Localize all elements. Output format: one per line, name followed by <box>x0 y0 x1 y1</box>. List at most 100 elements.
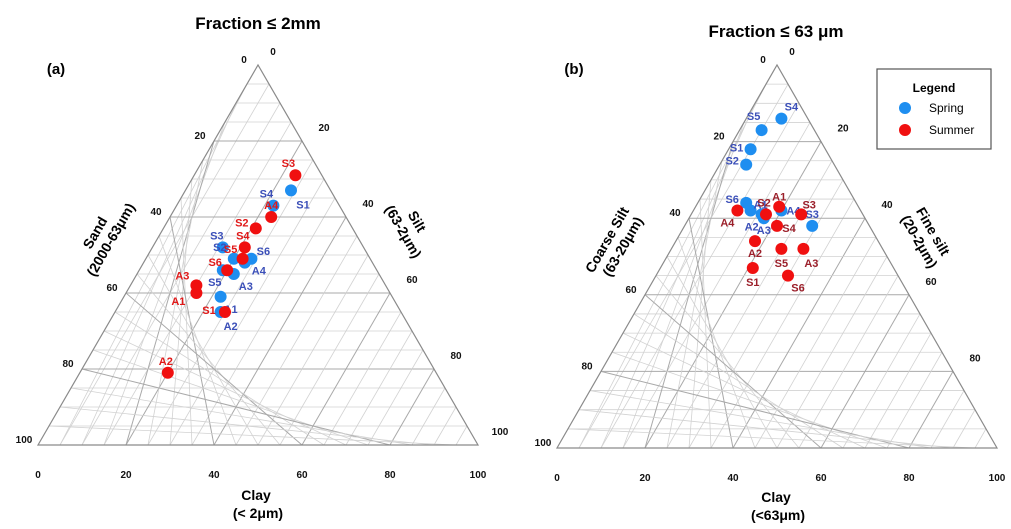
left-tick-label: 40 <box>150 207 162 218</box>
grid-line <box>70 387 413 446</box>
grid-line <box>666 160 833 449</box>
data-point-spring <box>755 124 768 137</box>
data-point-label: S2 <box>757 197 770 209</box>
triangle-frame <box>36 63 480 446</box>
data-point-label: A1 <box>754 200 768 212</box>
data-point-summer <box>771 219 783 232</box>
grid-line <box>633 313 844 449</box>
data-point-summer <box>749 235 761 248</box>
data-point-label: S4 <box>782 223 796 235</box>
data-point-label: S3 <box>802 199 815 211</box>
legend-box: Legend Spring Summer <box>876 68 992 150</box>
bottom-tick-label: 40 <box>727 473 739 484</box>
grid-line <box>411 387 446 446</box>
panel-b-title: Fraction ≤ 63 μm <box>709 22 844 41</box>
data-point-label: S1 <box>296 199 309 211</box>
data-point-summer <box>190 287 203 299</box>
data-point-label: S2 <box>235 217 248 229</box>
grid-line <box>147 254 259 446</box>
left-tick-label: 100 <box>535 438 552 449</box>
panel-b-label: (b) <box>564 61 583 78</box>
grid-line <box>367 349 424 446</box>
grid-line <box>455 425 468 446</box>
panel-a-right-axis-title: Silt (63-2μm) <box>382 194 440 261</box>
left-tick-label: 60 <box>106 283 118 294</box>
legend-summer-marker <box>899 124 911 136</box>
right-tick-label: 80 <box>450 351 462 362</box>
data-point-label: S1 <box>202 305 215 317</box>
bottom-tick-label: 80 <box>903 473 915 484</box>
grid-line <box>908 371 954 449</box>
grid-line <box>655 275 800 449</box>
grid-line <box>301 292 391 446</box>
grid-line <box>59 406 435 446</box>
data-point-spring <box>806 219 819 232</box>
grid-line <box>930 390 965 449</box>
left-tick-label: 80 <box>62 359 74 370</box>
data-point-label: S5 <box>208 277 221 289</box>
panel-a-title: Fraction ≤ 2mm <box>195 14 321 33</box>
bottom-tick-label: 0 <box>554 473 560 484</box>
right-tick-label: 40 <box>881 200 893 211</box>
data-point-spring <box>775 112 788 125</box>
data-point-spring <box>744 204 757 217</box>
data-point-label: A2 <box>748 248 762 260</box>
bottom-tick-label: 60 <box>815 473 827 484</box>
legend-summer-label: Summer <box>929 123 974 137</box>
left-tick-label: 20 <box>194 131 206 142</box>
data-point-label: A3 <box>804 258 818 270</box>
data-point-label: S3 <box>805 209 818 221</box>
data-point-label: S5 <box>775 258 788 270</box>
grid-line <box>345 330 413 446</box>
left-tick-label: 0 <box>760 55 766 66</box>
data-point-spring <box>285 184 297 197</box>
data-point-summer <box>221 264 234 277</box>
data-point-label: A3 <box>175 270 189 282</box>
grid-line <box>103 330 347 446</box>
left-tick-label: 100 <box>16 435 33 446</box>
right-tick-label: 20 <box>318 123 330 134</box>
grid-line <box>48 425 457 446</box>
right-tick-label: 20 <box>837 124 849 135</box>
right-tick-label: 0 <box>789 47 795 58</box>
grid-line <box>389 368 435 446</box>
grid-line <box>235 235 358 446</box>
data-point-label: S2 <box>213 242 226 254</box>
data-point-summer <box>775 242 788 255</box>
data-point-label: S4 <box>236 230 250 242</box>
data-point-summer <box>265 211 278 223</box>
bottom-tick-label: 60 <box>296 470 308 481</box>
right-tick-label: 60 <box>406 275 418 286</box>
data-point-summer <box>795 208 808 221</box>
bottom-tick-label: 80 <box>384 470 396 481</box>
grid-line <box>622 122 811 449</box>
data-point-label: A2 <box>745 221 759 233</box>
data-point-summer <box>161 366 174 379</box>
grid-line <box>974 428 987 449</box>
grid-line <box>710 198 855 449</box>
data-point-summer <box>731 204 744 217</box>
right-tick-label: 0 <box>270 47 276 58</box>
left-tick-label: 20 <box>713 132 725 143</box>
data-point-spring <box>227 252 240 265</box>
triangle-frame <box>555 63 999 449</box>
panel-b-bottom-axis-line2: (<63μm) <box>751 507 805 523</box>
bottom-tick-label: 20 <box>639 473 651 484</box>
panel-b-bottom-axis-title: Clay (<63μm) <box>751 489 805 523</box>
data-point-spring <box>216 241 229 254</box>
panel-a-bottom-axis-title: Clay (< 2μm) <box>233 487 283 521</box>
grid-line <box>886 352 943 449</box>
grid-line <box>433 406 457 446</box>
grid-line <box>864 332 932 449</box>
grid-line <box>59 83 270 446</box>
left-tick-label: 40 <box>669 208 681 219</box>
panel-b-bottom-axis-line1: Clay <box>761 489 791 505</box>
grid-line <box>191 197 336 446</box>
grid-line <box>323 311 402 446</box>
data-point-label: S6 <box>725 194 738 206</box>
panel-a-bottom-axis-line1: Clay <box>241 487 271 503</box>
panel-a-bottom-axis-line2: (< 2μm) <box>233 505 283 521</box>
